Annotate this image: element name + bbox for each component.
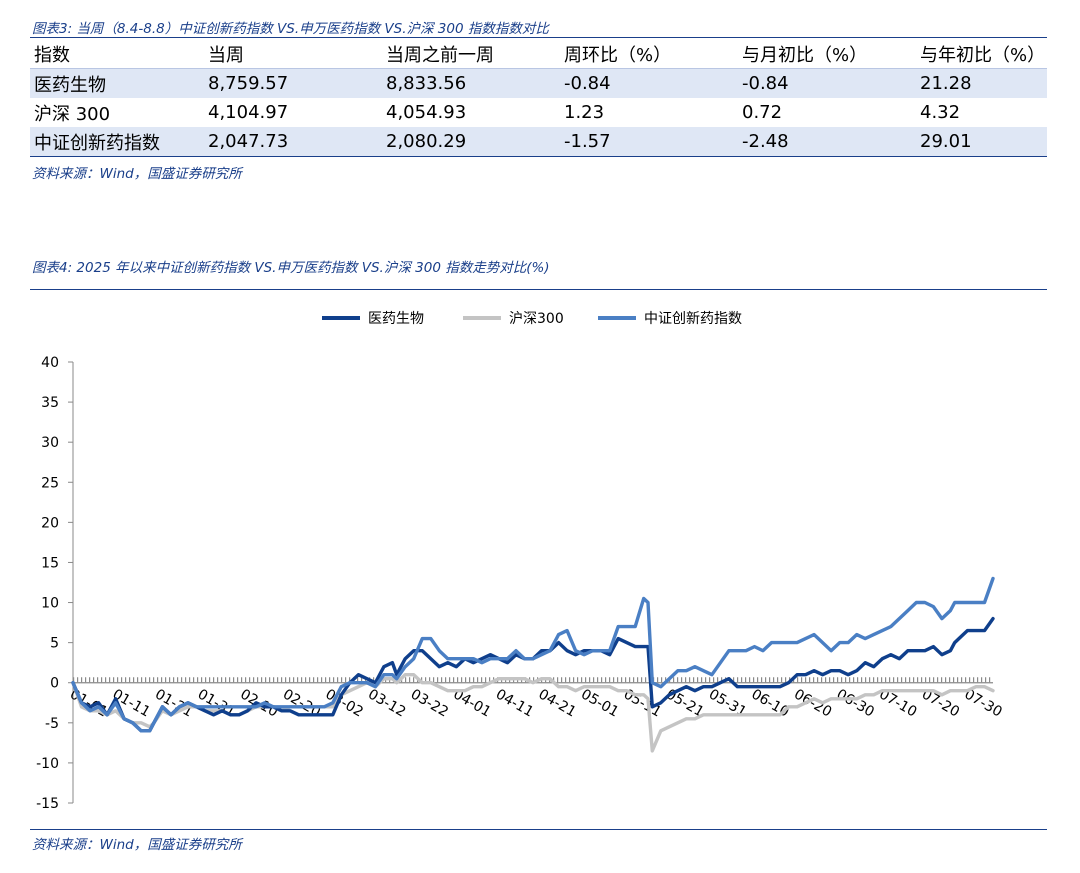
- table-source-note: 资料来源：Wind，国盛证券研究所: [32, 166, 242, 182]
- cell-mtd: -2.48: [738, 127, 916, 157]
- chart-bottom-rule: [30, 829, 1047, 830]
- cell-current-week: 8,759.57: [208, 73, 289, 94]
- y-tick-label: 35: [41, 395, 59, 411]
- index-comparison-table: 指数 当周 当周之前一周 周环比（%） 与月初比（%） 与年初比（%） 医药生物…: [30, 39, 1047, 157]
- table-caption: 图表3: 当周（8.4-8.8）中证创新药指数 VS.申万医药指数 VS.沪深 …: [32, 21, 549, 37]
- chart-top-rule: [30, 289, 1047, 290]
- chart-caption: 图表4: 2025 年以来中证创新药指数 VS.申万医药指数 VS.沪深 300…: [32, 260, 550, 276]
- col-header-index: 指数: [30, 39, 204, 69]
- x-tick-label: 04-21: [536, 686, 579, 720]
- col-header-ytd: 与年初比（%）: [916, 39, 1047, 69]
- cell-ytd: 4.32: [920, 102, 961, 123]
- cell-wow: 1.23: [564, 102, 605, 123]
- cell-prev-week: 4,054.93: [386, 102, 467, 123]
- cell-mtd: 0.72: [742, 102, 783, 123]
- cell-wow: -0.84: [564, 73, 611, 94]
- table-row: 中证创新药指数 2,047.73 2,080.29 -1.57 -2.48 29…: [30, 127, 1047, 157]
- table-top-rule: [30, 37, 1047, 38]
- col-header-prev-week: 当周之前一周: [382, 39, 560, 69]
- x-axis: 01-01 01-11 01-21 01-31 02-10 02-20 03-02 03-12…: [67, 677, 1005, 721]
- x-tick-label: 06-20: [791, 686, 834, 720]
- cell-current-week: 4,104.97: [208, 102, 289, 123]
- col-header-mtd: 与月初比（%）: [738, 39, 916, 69]
- legend-label-0: 医药生物: [368, 311, 424, 327]
- cell-mtd: -0.84: [742, 73, 789, 94]
- cell-index-name: 医药生物: [34, 74, 106, 96]
- chart-source-note: 资料来源：Wind，国盛证券研究所: [32, 837, 242, 853]
- x-tick-label: 03-22: [408, 686, 451, 720]
- y-tick-label: 10: [41, 596, 59, 612]
- chart-legend: 医药生物 沪深300 中证创新药指数: [322, 311, 742, 327]
- trend-line-chart: 医药生物 沪深300 中证创新药指数 40 35 30 25 20 15 10 5 0 -5 -10 -1…: [36, 311, 1005, 812]
- x-tick-label: 06-30: [834, 686, 877, 720]
- y-tick-label: 30: [41, 435, 59, 451]
- y-tick-label: -10: [36, 756, 59, 772]
- legend-label-2: 中证创新药指数: [644, 311, 742, 327]
- x-tick-label: 04-11: [493, 686, 536, 720]
- y-tick-label: 40: [41, 355, 59, 371]
- cell-index-name: 沪深 300: [34, 103, 111, 125]
- y-tick-label: 15: [41, 555, 59, 571]
- y-axis: 40 35 30 25 20 15 10 5 0 -5 -10 -15: [36, 355, 74, 812]
- legend-label-1: 沪深300: [509, 311, 564, 327]
- cell-current-week: 2,047.73: [204, 127, 382, 157]
- series-line-0: [71, 616, 995, 733]
- y-tick-label: -5: [45, 716, 59, 732]
- y-tick-label: -15: [36, 796, 59, 812]
- series-lines: [71, 576, 995, 753]
- cell-ytd: 29.01: [916, 127, 1047, 157]
- cell-wow: -1.57: [560, 127, 738, 157]
- table-row: 医药生物 8,759.57 8,833.56 -0.84 -0.84 21.28: [30, 68, 1047, 98]
- series-line-2: [71, 576, 995, 733]
- x-tick-label: 05-01: [578, 686, 621, 720]
- y-tick-label: 0: [50, 676, 59, 692]
- table-header-row: 指数 当周 当周之前一周 周环比（%） 与月初比（%） 与年初比（%）: [30, 39, 1047, 69]
- x-tick-label: 03-12: [365, 686, 408, 720]
- cell-prev-week: 8,833.56: [386, 73, 467, 94]
- table-row: 沪深 300 4,104.97 4,054.93 1.23 0.72 4.32: [30, 98, 1047, 127]
- y-tick-label: 20: [41, 515, 59, 531]
- col-header-wow: 周环比（%）: [560, 39, 738, 69]
- cell-index-name: 中证创新药指数: [30, 127, 204, 157]
- col-header-current-week: 当周: [204, 39, 382, 69]
- y-tick-label: 25: [41, 475, 59, 491]
- y-tick-label: 5: [50, 636, 59, 652]
- cell-ytd: 21.28: [920, 73, 972, 94]
- cell-prev-week: 2,080.29: [382, 127, 560, 157]
